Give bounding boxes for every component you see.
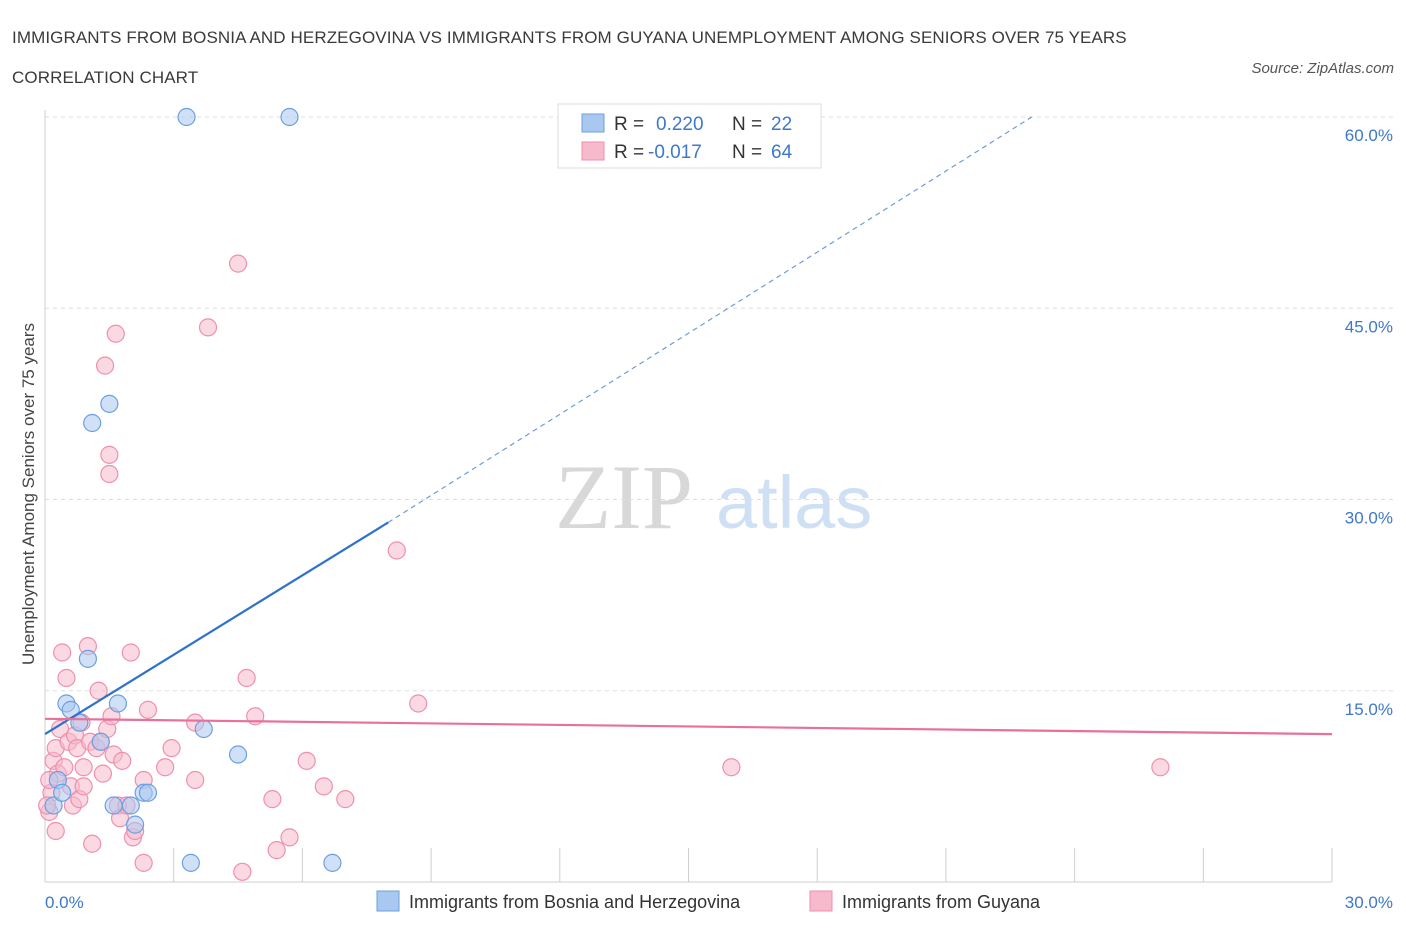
data-point	[280, 107, 299, 127]
data-point	[336, 790, 355, 809]
x-tick-label-max: 30.0%	[1345, 893, 1393, 912]
x-tick-marks	[44, 848, 1333, 882]
data-point	[138, 783, 158, 802]
y-tick-label: 60.0%	[1345, 126, 1393, 145]
data-point	[156, 758, 175, 777]
x-tick-label-min: 0.0%	[45, 893, 84, 912]
data-point	[100, 394, 119, 413]
data-point	[228, 254, 248, 273]
stats-swatch-bosnia	[581, 113, 605, 133]
data-point	[100, 464, 119, 484]
data-point	[194, 719, 213, 739]
data-point	[121, 643, 140, 662]
data-point	[138, 700, 158, 719]
data-point	[100, 445, 119, 464]
data-point	[233, 862, 252, 881]
data-point	[198, 318, 218, 337]
guyana-points	[38, 254, 1170, 881]
data-point	[113, 751, 132, 770]
data-point	[186, 770, 205, 790]
data-point	[83, 413, 102, 433]
data-point	[108, 694, 128, 713]
data-point	[409, 694, 428, 713]
data-point	[78, 649, 98, 668]
data-point	[297, 751, 316, 770]
data-point	[228, 745, 248, 764]
data-point	[83, 834, 102, 853]
watermark-zip: ZIP	[555, 446, 693, 548]
data-point	[162, 739, 181, 758]
data-point	[57, 668, 76, 688]
stats-swatch-guyana	[581, 141, 605, 161]
chart-title: IMMIGRANTS FROM BOSNIA AND HERZEGOVINA V…	[12, 28, 1127, 87]
data-point	[106, 324, 125, 343]
data-point	[46, 821, 65, 841]
data-point	[53, 643, 72, 662]
data-point	[89, 681, 108, 700]
source-label: Source: ZipAtlas.com	[1251, 60, 1394, 77]
series-legend: Immigrants from Bosnia and Herzegovina I…	[376, 890, 1041, 912]
data-point	[181, 853, 200, 872]
data-point	[125, 815, 145, 834]
y-tick-label: 30.0%	[1345, 509, 1393, 528]
stats-legend: R = 0.220 N = 22 R = -0.017 N = 64	[557, 103, 822, 169]
data-point	[95, 356, 115, 375]
data-point	[280, 828, 299, 847]
trend-line-bosnia-extension	[387, 116, 1033, 523]
data-point	[134, 853, 153, 872]
data-point	[314, 777, 333, 796]
stats-r-label-bosnia: R =	[614, 114, 644, 135]
stats-n-value-guyana: 64	[771, 142, 793, 163]
legend-swatch-bosnia	[376, 890, 400, 912]
trend-line-bosnia	[44, 521, 389, 736]
legend-swatch-guyana	[809, 890, 833, 912]
watermark-atlas: atlas	[716, 461, 872, 544]
data-point	[74, 758, 93, 777]
y-tick-label: 45.0%	[1345, 317, 1393, 336]
data-point	[263, 790, 282, 809]
stats-n-label-bosnia: N =	[732, 114, 762, 135]
stats-r-value-bosnia: 0.220	[656, 114, 704, 135]
trend-lines	[44, 116, 1333, 736]
data-point	[267, 841, 286, 860]
stats-n-value-bosnia: 22	[771, 114, 792, 135]
stats-r-label-guyana: R =	[614, 142, 644, 163]
data-point	[104, 796, 123, 815]
data-point	[722, 758, 741, 777]
data-point	[237, 668, 256, 688]
data-point	[44, 796, 63, 815]
data-point	[387, 541, 406, 560]
data-point	[177, 107, 196, 127]
gridlines	[45, 116, 1395, 692]
data-point	[91, 732, 110, 751]
bosnia-points	[44, 107, 342, 872]
y-tick-label: 15.0%	[1345, 700, 1393, 719]
legend-label-bosnia: Immigrants from Bosnia and Herzegovina	[409, 892, 741, 912]
trend-line-guyana	[44, 717, 1333, 736]
y-axis-title: Unemployment Among Seniors over 75 years	[19, 323, 38, 665]
y-tick-labels: 15.0% 30.0% 45.0% 60.0%	[1345, 126, 1393, 719]
stats-r-value-guyana: -0.017	[648, 142, 702, 163]
data-point	[323, 853, 342, 872]
data-point	[74, 777, 93, 796]
legend-label-guyana: Immigrants from Guyana	[842, 892, 1041, 912]
data-point	[1151, 758, 1170, 777]
data-point	[93, 764, 113, 783]
stats-n-label-guyana: N =	[732, 142, 762, 163]
data-point	[53, 783, 72, 802]
data-point	[121, 796, 140, 815]
